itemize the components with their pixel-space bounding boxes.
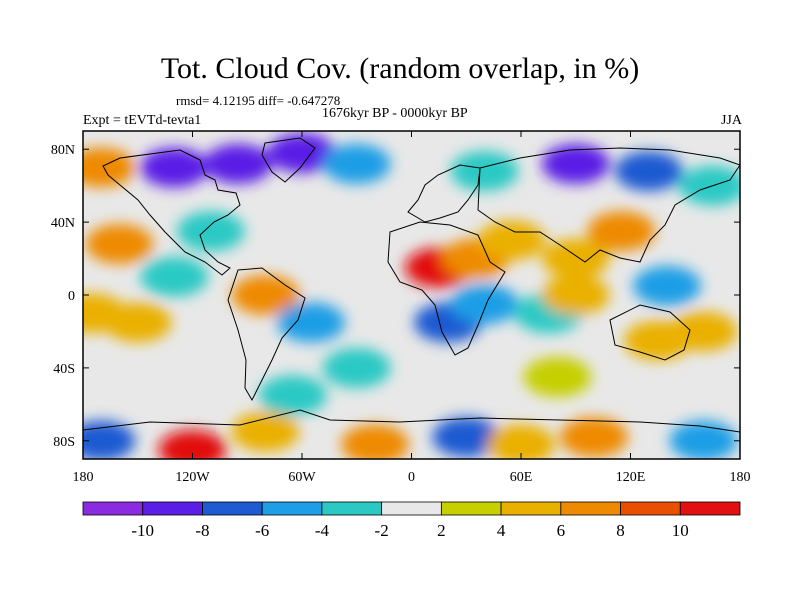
colorbar-swatch-7 [500, 501, 562, 516]
anomaly-region-27 [83, 293, 127, 334]
colorbar-label: -8 [195, 521, 209, 540]
anomaly-region-26 [669, 311, 738, 352]
colorbar-label: -6 [255, 521, 269, 540]
lon-tick-label: 0 [408, 470, 415, 485]
anomaly-region-18 [277, 302, 346, 343]
colorbar-label: 2 [437, 521, 446, 540]
colorbar-swatch-10 [679, 501, 741, 516]
season-label: JJA [720, 113, 742, 128]
anomaly-region-3 [322, 143, 391, 184]
period-label: 1676kyr BP - 0000kyr BP [322, 106, 468, 121]
anomaly-region-33 [432, 417, 501, 458]
colorbar-swatch-2 [202, 501, 263, 516]
anomaly-region-38 [231, 411, 300, 452]
figure-title: Tot. Cloud Cov. (random overlap, in %) [160, 52, 640, 85]
colorbar-swatch-5 [381, 501, 442, 516]
lon-tick-label: 60E [510, 470, 533, 485]
map-axes: 180 120W 60W 0 60E 120E 180 80N 40N 0 40S 80S [51, 131, 751, 485]
lat-tick-label: 0 [68, 289, 75, 304]
anomaly-region-0 [140, 147, 209, 188]
colorbar-swatch-0 [82, 501, 144, 516]
lon-tick-label: 180 [73, 470, 94, 485]
colorbar-label: -2 [375, 521, 389, 540]
lon-tick-label: 60W [288, 470, 316, 485]
anomaly-region-6 [450, 151, 519, 192]
anomaly-region-7 [83, 147, 136, 188]
anomaly-region-32 [83, 420, 136, 459]
anomaly-region-15 [85, 223, 154, 264]
colorbar-swatch-9 [620, 501, 681, 516]
anomaly-region-11 [477, 220, 546, 261]
colorbar-label: 4 [497, 521, 506, 540]
experiment-label: Expt = tEVTd-tevta1 [83, 113, 202, 128]
lon-tick-label: 120W [175, 470, 210, 485]
anomaly-region-16 [140, 256, 209, 297]
anomaly-region-5 [614, 151, 683, 192]
anomaly-region-1 [204, 143, 273, 184]
colorbar-swatch-6 [440, 501, 502, 516]
anomaly-region-37 [669, 420, 738, 459]
colorbar-label: 6 [557, 521, 566, 540]
colorbar-swatch-1 [142, 501, 203, 516]
lat-tick-label: 80S [53, 435, 75, 450]
colorbar-swatch-4 [321, 501, 383, 516]
stats-label: rmsd= 4.12195 diff= -0.647278 [176, 93, 341, 108]
anomaly-region-17 [231, 275, 300, 315]
anomaly-region-8 [678, 165, 740, 206]
lat-tick-label: 80N [51, 143, 75, 158]
lat-tick-label: 40S [53, 362, 75, 377]
cloud-anomaly-field [83, 132, 740, 459]
lon-tick-label: 180 [730, 470, 751, 485]
lat-tick-label: 40N [51, 216, 75, 231]
anomaly-region-29 [258, 375, 327, 416]
anomaly-region-36 [341, 424, 409, 459]
anomaly-region-28 [322, 347, 391, 388]
anomaly-region-31 [158, 429, 227, 459]
colorbar-label: 10 [672, 521, 689, 540]
colorbar-label: 8 [616, 521, 625, 540]
colorbar-label: -10 [131, 521, 154, 540]
lon-tick-label: 120E [616, 470, 646, 485]
anomaly-region-12 [541, 238, 610, 279]
anomaly-region-35 [487, 424, 555, 459]
colorbar-swatch-3 [261, 501, 323, 516]
anomaly-region-13 [587, 211, 656, 252]
colorbar-swatch-8 [560, 501, 621, 516]
coastlines [83, 137, 740, 433]
anomaly-region-34 [560, 417, 628, 458]
anomaly-region-14 [176, 211, 245, 252]
anomaly-region-30 [523, 357, 592, 397]
anomaly-region-21 [450, 284, 519, 325]
colorbar: -10 -8 -6 -4 -2 2 4 6 8 10 [82, 501, 741, 540]
colorbar-label: -4 [315, 521, 330, 540]
anomaly-region-2 [268, 132, 336, 173]
anomaly-region-24 [633, 265, 701, 306]
anomaly-region-23 [541, 275, 610, 315]
anomaly-region-4 [541, 143, 610, 184]
